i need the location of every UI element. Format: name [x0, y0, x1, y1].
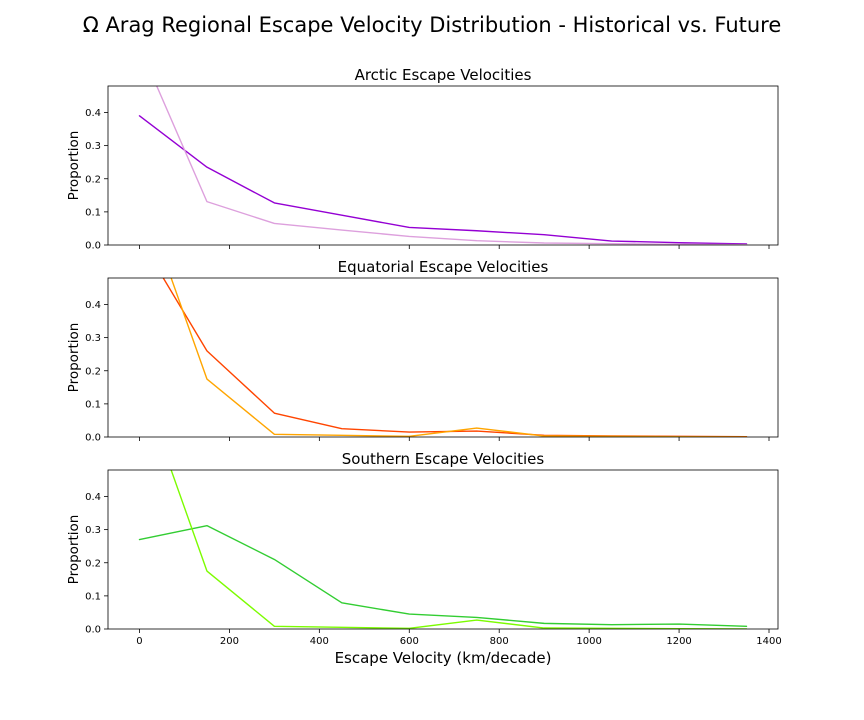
x-tick-label: 0 [136, 636, 142, 647]
plot-frame [107, 469, 779, 630]
panels: Arctic Escape Velocities Proportion 0.0 0.1… [66, 66, 782, 647]
y-axis-label: Proportion [66, 323, 82, 393]
series-line-1 [170, 278, 748, 437]
y-tick-label: 0.4 [85, 300, 101, 311]
chart-title: Ω Arag Regional Escape Velocity Distribu… [83, 13, 782, 37]
x-tick-label: 200 [220, 636, 239, 647]
y-tick-label: 0.3 [85, 525, 101, 536]
y-tick-label: 0.2 [85, 366, 101, 377]
series-line-1 [170, 470, 748, 629]
y-tick-label: 0.0 [85, 433, 101, 444]
panel-title: Southern Escape Velocities [342, 450, 545, 468]
panel-title: Arctic Escape Velocities [355, 66, 532, 84]
series-line-0 [138, 524, 748, 628]
y-tick-label: 0.2 [85, 558, 101, 569]
x-tick-label: 800 [490, 636, 509, 647]
y-tick-label: 0.1 [85, 399, 101, 410]
x-tick-label: 1000 [576, 636, 601, 647]
panel-1: Equatorial Escape VelocitiesProportion0.… [66, 258, 779, 444]
y-axis-label: Proportion [66, 131, 82, 201]
y-tick-label: 0.1 [85, 591, 101, 602]
panel-0: Arctic Escape Velocities Proportion 0.0 0.1… [66, 66, 779, 252]
y-tick-label: 0.3 [85, 141, 101, 152]
y-tick-label: 0.3 [85, 333, 101, 344]
y-tick-label: 0.4 [85, 108, 101, 119]
y-tick-label: 0.0 [85, 241, 101, 252]
y-tick-label: 0.4 [85, 492, 101, 503]
series-line-1 [155, 86, 748, 245]
plot-frame [107, 85, 779, 246]
x-tick-label: 600 [400, 636, 419, 647]
panel-title: Equatorial Escape Velocities [338, 258, 549, 276]
y-tick-label: 0.1 [85, 207, 101, 218]
x-axis-label: Escape Velocity (km/decade) [335, 649, 552, 667]
x-tick-label: 1200 [666, 636, 691, 647]
series-line-0 [138, 115, 748, 245]
y-tick-label: 0.0 [85, 625, 101, 636]
x-tick-label: 1400 [756, 636, 781, 647]
x-tick-label: 400 [310, 636, 329, 647]
y-tick-label: 0.2 [85, 174, 101, 185]
plot-frame [107, 277, 779, 438]
panel-2: Southern Escape Velocities Proportion 0.0 0… [66, 450, 782, 647]
y-axis-label: Proportion [66, 515, 82, 585]
